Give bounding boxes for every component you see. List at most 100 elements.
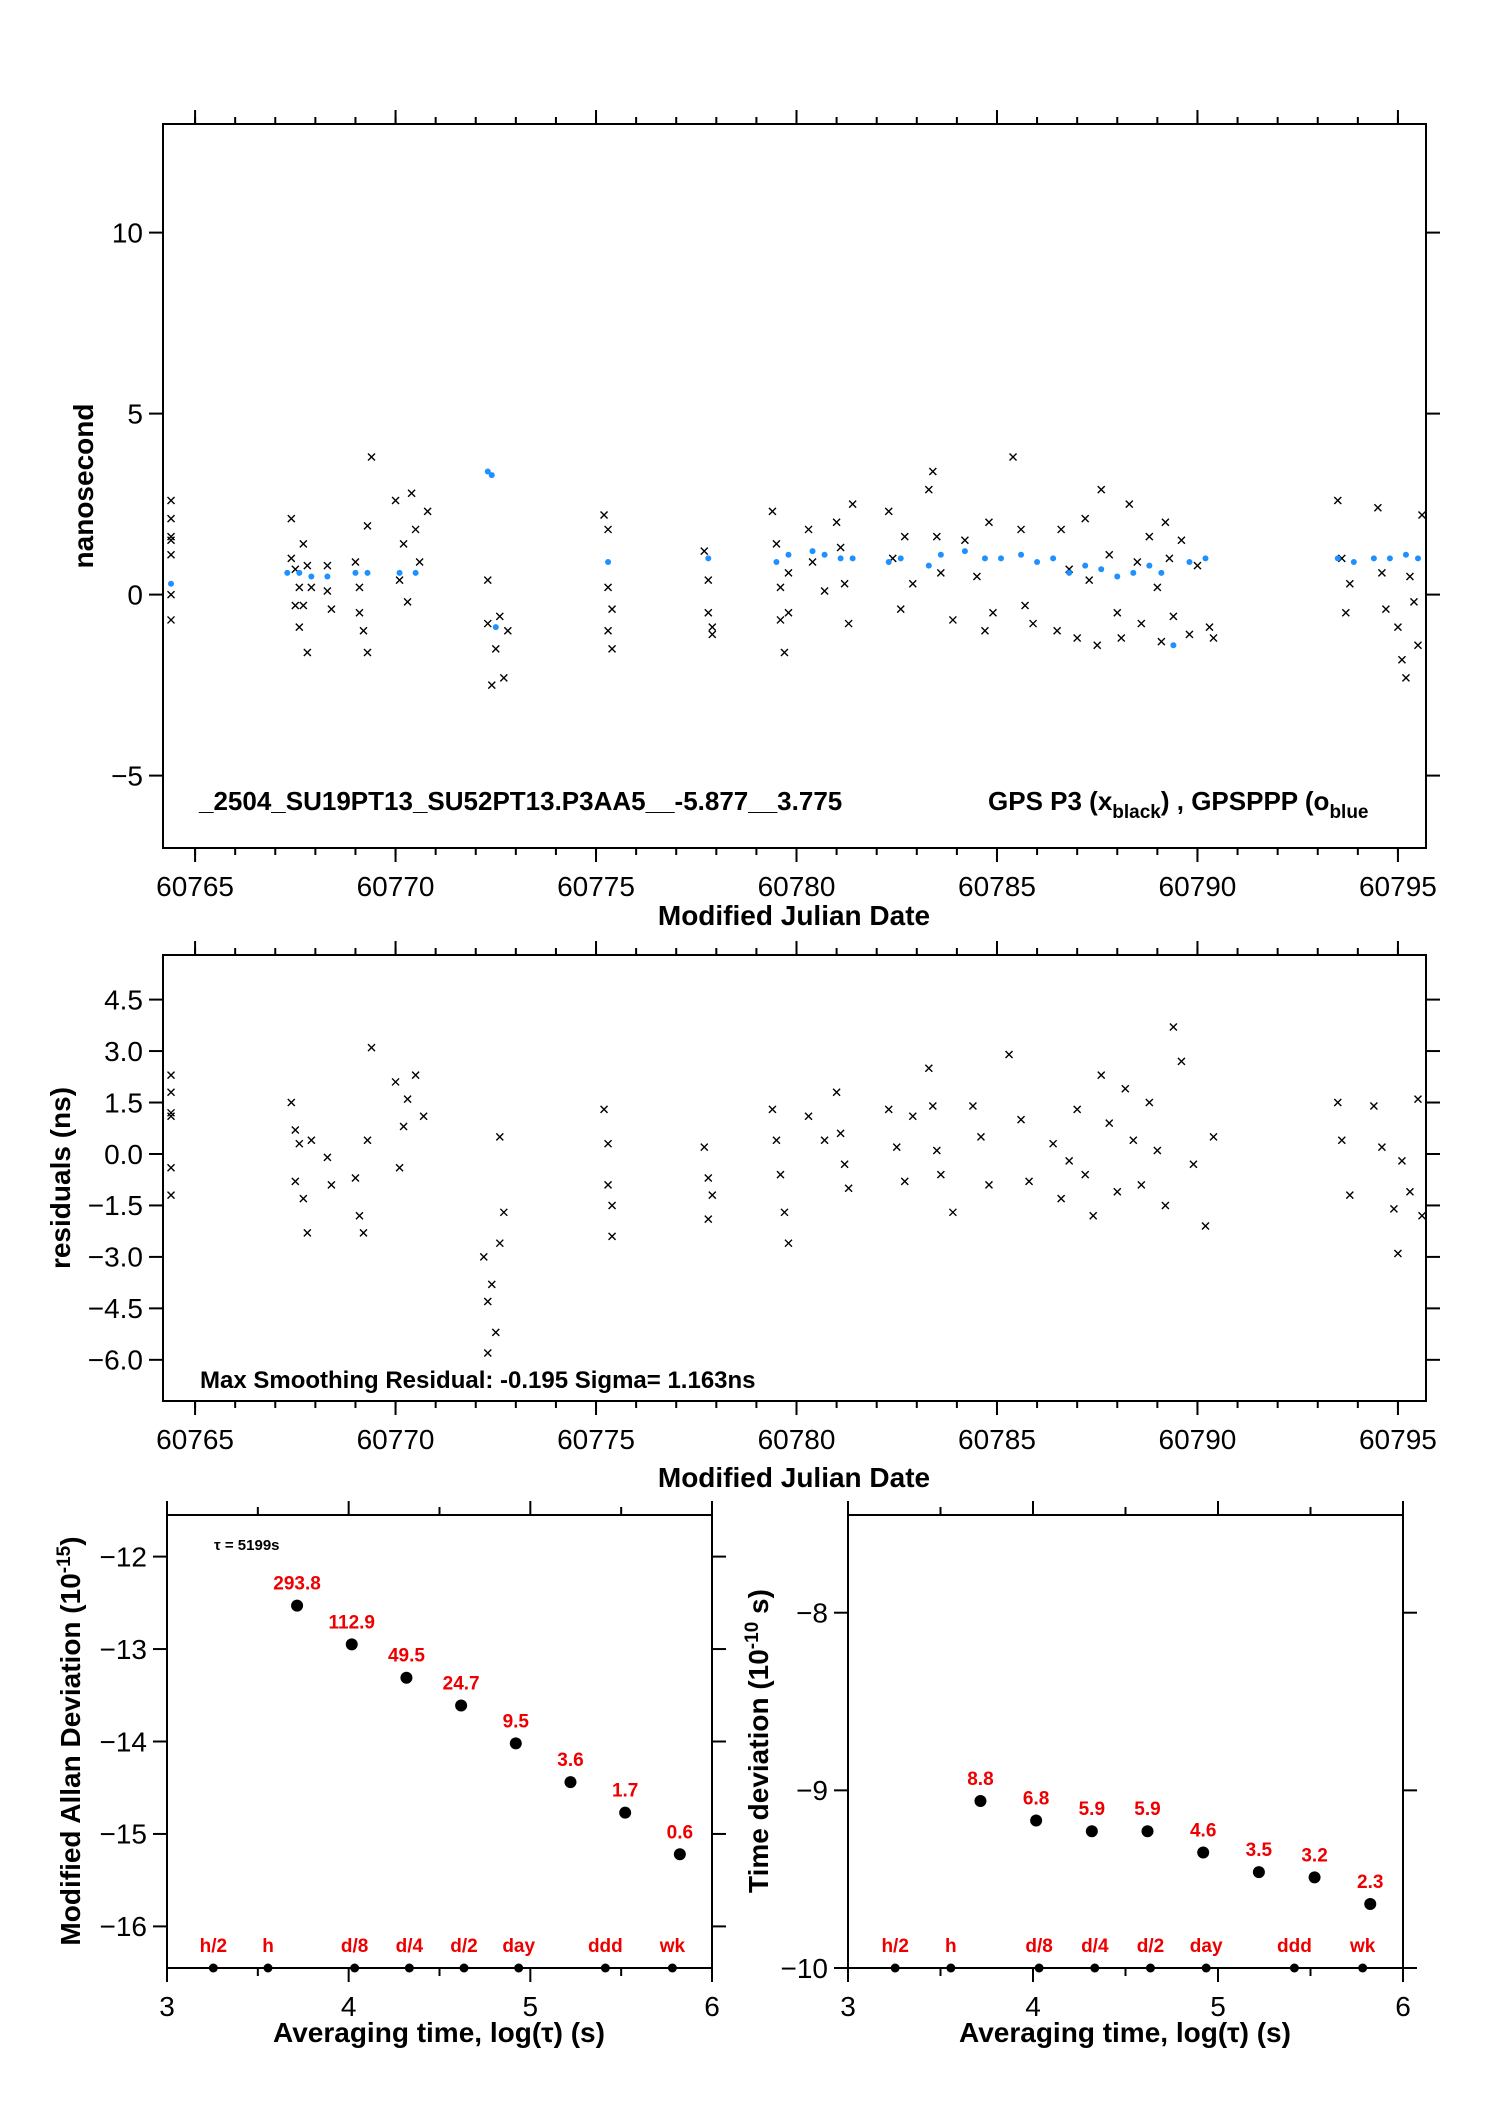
smoothed-point [1334,555,1341,562]
smoothed-point [1130,569,1137,576]
interval-marker-dot [459,1963,469,1973]
interval-marker-dot [350,1963,360,1973]
residual-cross [1065,1156,1074,1165]
data-point-cross [487,681,496,690]
residual-cross [399,1122,408,1131]
residual-cross [1073,1105,1082,1114]
smoothed-point [1350,559,1357,566]
residual-cross [167,1088,176,1097]
x-tick-label: 60790 [1159,871,1237,902]
y-tick-label: −12 [100,1541,148,1572]
x-tick-label: 60785 [958,871,1036,902]
data-point-cross [1377,568,1386,577]
interval-marker-label: day [1190,1936,1223,1957]
residual-cross [359,1228,368,1237]
deviation-point-label: 49.5 [388,1646,425,1667]
residual-cross [327,1180,336,1189]
data-point-cross [491,644,500,653]
interval-marker-dot [1358,1963,1368,1973]
interval-marker-dot [1090,1963,1100,1973]
data-point-cross [351,558,360,567]
data-point-cross [776,583,785,592]
smoothed-point [324,573,331,580]
residual-cross [704,1215,713,1224]
deviation-point-label: 8.8 [967,1769,993,1790]
smoothed-point [284,569,291,576]
x-tick-label: 60775 [557,1424,635,1455]
data-point-cross [820,586,829,595]
interval-marker-label: h/2 [200,1936,227,1957]
data-point-cross [303,648,312,657]
x-tick-label: 60790 [1159,1424,1237,1455]
smoothed-point [773,559,780,566]
residual-cross [820,1136,829,1145]
residual-cross [1129,1136,1138,1145]
data-point-cross [1209,634,1218,643]
residual-cross [1177,1057,1186,1066]
data-point-cross [972,572,981,581]
smoothed-point [1414,555,1421,562]
x-tick-label: 60765 [156,871,234,902]
residual-cross [840,1160,849,1169]
residual-cross [1417,1211,1426,1220]
residual-cross [836,1129,845,1138]
smoothed-point [1186,559,1193,566]
smoothed-point [1170,642,1177,649]
deviation-point [1030,1814,1043,1827]
interval-marker-dot [404,1963,414,1973]
data-point-cross [700,547,709,556]
smoothed-point [1018,551,1025,558]
y-tick-label: −9 [796,1775,828,1806]
smoothed-point [352,569,359,576]
data-point-cross [1161,518,1170,527]
allan-deviation-x-axis-label: Averaging time, log(τ) (s) [273,2017,605,2048]
residual-cross [1333,1098,1342,1107]
smoothed-point [1158,569,1165,576]
residual-cross [704,1174,713,1182]
residual-cross [403,1095,412,1104]
data-point-cross [359,626,368,635]
data-point-cross [303,561,312,570]
interval-marker-dot [263,1963,273,1973]
residual-cross [768,1105,777,1114]
data-point-cross [299,601,308,610]
data-point-cross [832,518,841,527]
y-tick-label: −8 [796,1598,828,1629]
residuals-plot-frame [162,954,1427,1402]
residual-cross [924,1064,933,1073]
residual-cross [391,1077,400,1086]
time-deviation-plot-frame [847,1514,1404,1969]
residual-cross [1097,1071,1106,1080]
x-tick-label: 6 [1395,1991,1411,2022]
residual-cross [1145,1098,1154,1107]
smoothed-point [1386,555,1393,562]
data-point-cross [167,514,176,523]
residual-cross [700,1143,709,1152]
data-point-cross [984,518,993,527]
data-point-cross [1397,655,1406,664]
time-deviation-y-axis-label: Time deviation (10-10 s) [742,1589,774,1893]
smoothed-point [925,562,932,569]
deviation-point-label: 6.8 [1023,1789,1049,1810]
data-point-cross [836,543,845,552]
data-point-cross [423,507,432,516]
data-point-cross [495,612,504,621]
data-point-cross [287,514,296,523]
smoothed-point [1402,551,1409,558]
data-point-cross [924,485,933,494]
smoothed-point [809,548,816,555]
smoothed-point [1098,566,1105,573]
residual-cross [167,1112,176,1121]
data-point-cross [1417,510,1426,519]
residuals-y-axis-label: residuals (ns) [45,1087,76,1269]
data-point-cross [1169,612,1178,621]
residual-cross [608,1232,617,1241]
x-tick-label: 60795 [1359,871,1437,902]
data-point-cross [936,568,945,577]
data-point-cross [604,583,613,592]
data-point-cross [1185,630,1194,639]
interval-marker-dot [1201,1963,1211,1973]
data-point-cross [948,615,957,624]
data-point-cross [287,554,296,563]
tdev-ylabel-end: s) [743,1589,774,1622]
